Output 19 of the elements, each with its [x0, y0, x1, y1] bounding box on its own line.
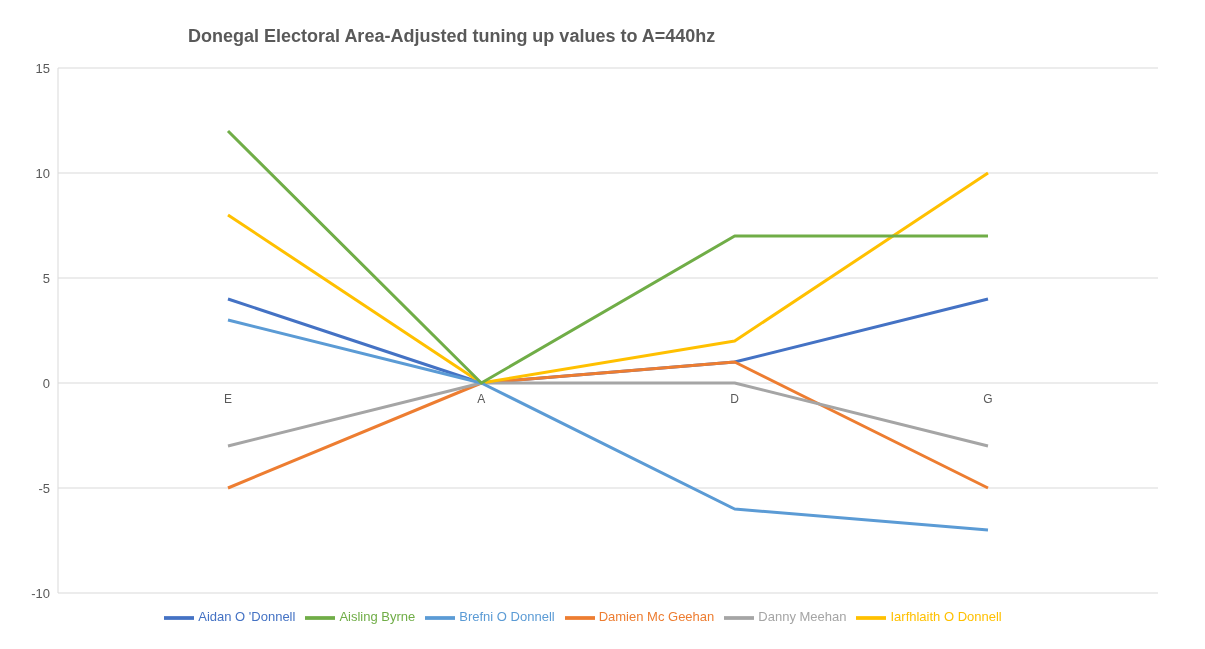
x-tick-label: D — [730, 392, 740, 406]
legend-label: Aidan O 'Donnell — [198, 609, 296, 625]
y-tick-label: 0 — [42, 375, 50, 391]
legend-label: Brefni O Donnell — [459, 609, 555, 625]
x-tick-label: A — [477, 392, 486, 406]
chart-title: Donegal Electoral Area-Adjusted tuning up values to A=440hz — [188, 26, 716, 47]
line-series — [226, 171, 990, 385]
legend-label: Iarfhlaith O Donnell — [890, 609, 1002, 625]
y-tick-label: -10 — [31, 585, 50, 601]
x-tick-label: E — [223, 392, 233, 406]
y-tick-label: 5 — [42, 270, 50, 286]
y-tick-label: 10 — [35, 165, 50, 181]
legend-label: Danny Meehan — [758, 609, 847, 625]
x-tick-label: G — [983, 392, 993, 406]
y-tick-label: 15 — [35, 60, 50, 76]
line-series — [226, 318, 990, 532]
legend-label: Damien Mc Geehan — [598, 609, 715, 625]
y-tick-label: -5 — [38, 480, 50, 496]
legend-label: Aisling Byrne — [339, 609, 416, 625]
